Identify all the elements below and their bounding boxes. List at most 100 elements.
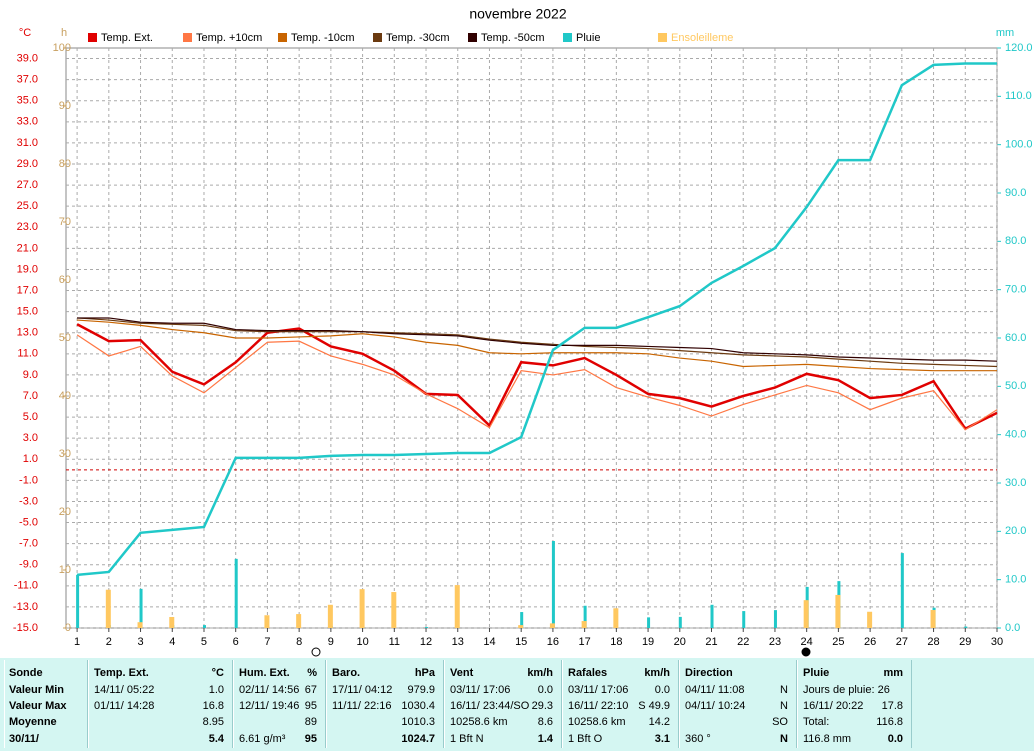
legend-label: Ensoleilleme xyxy=(671,32,733,44)
y-tick-label: 7.0 xyxy=(23,390,38,402)
cell-text: 360 ° xyxy=(685,733,711,745)
sunshine-bar xyxy=(613,608,619,628)
unit: °C xyxy=(211,667,224,679)
cell-value: SO xyxy=(772,716,788,728)
y-tick-label: 31.0 xyxy=(17,137,38,149)
cell-text: 16/11/ 22:10 xyxy=(568,700,629,712)
legend-label: Temp. -50cm xyxy=(481,32,545,44)
legend-swatch xyxy=(88,33,97,42)
y3-axis-label: h xyxy=(61,27,67,39)
cell-text: 12/11/ 19:46 xyxy=(239,700,300,712)
x-tick-label: 15 xyxy=(515,636,527,648)
cell-text: 10258.6 km xyxy=(568,716,626,728)
y-tick-label: 25.0 xyxy=(17,200,38,212)
sunshine-bar xyxy=(835,594,841,628)
legend-swatch xyxy=(373,33,382,42)
cell-text: 1 Bft N xyxy=(450,733,484,745)
sunshine-bar xyxy=(391,592,397,628)
cell-value: 1024.7 xyxy=(401,733,435,745)
x-tick-label: 13 xyxy=(452,636,464,648)
cell-text: 17/11/ 04:12 xyxy=(332,684,393,696)
legend-label: Temp. +10cm xyxy=(196,32,262,44)
x-tick-label: 9 xyxy=(328,636,334,648)
cell-value: 29.3 xyxy=(531,700,553,712)
y3-tick-label: 100 xyxy=(53,42,71,54)
row-label: 30/11/ xyxy=(9,733,39,745)
x-tick-label: 14 xyxy=(483,636,495,648)
cell-text: 16/11/ 20:22 xyxy=(803,700,864,712)
y2-tick-label: 90.0 xyxy=(1005,187,1026,199)
y-tick-label: 23.0 xyxy=(17,221,38,233)
series-line xyxy=(76,323,998,431)
cell-text: Jours de pluie: 26 xyxy=(803,684,890,696)
y-tick-label: -9.0 xyxy=(19,559,38,571)
y2-tick-label: 0.0 xyxy=(1005,622,1020,634)
cell-value: 17.8 xyxy=(881,700,903,712)
y2-tick-label: 40.0 xyxy=(1005,429,1026,441)
cell-text: 1 Bft O xyxy=(568,733,603,745)
x-tick-label: 6 xyxy=(233,636,239,648)
x-tick-label: 29 xyxy=(959,636,971,648)
y-tick-label: 19.0 xyxy=(17,263,38,275)
cell-value: 14.2 xyxy=(648,716,670,728)
header: Hum. Ext. xyxy=(239,667,290,679)
y-tick-label: 29.0 xyxy=(17,158,38,170)
y2-tick-label: 100.0 xyxy=(1005,139,1033,151)
cell-value: 0.0 xyxy=(654,684,670,696)
y2-axis-label: mm xyxy=(996,27,1014,39)
x-tick-label: 11 xyxy=(389,636,400,648)
sunshine-bar xyxy=(296,614,302,628)
legend-swatch xyxy=(658,33,667,42)
cell-text: 16/11/ 23:44/SO xyxy=(450,700,530,712)
y2-tick-label: 120.0 xyxy=(1005,42,1033,54)
series-line xyxy=(76,62,997,577)
y3-tick-label: 0 xyxy=(65,622,71,634)
x-tick-label: 1 xyxy=(74,636,80,648)
cell-value: 1.0 xyxy=(208,684,224,696)
cell-value: 0.0 xyxy=(887,733,903,745)
x-tick-label: 18 xyxy=(610,636,622,648)
sunshine-bar xyxy=(867,611,873,628)
y2-tick-label: 70.0 xyxy=(1005,284,1026,296)
cell-text: 03/11/ 17:06 xyxy=(568,684,629,696)
legend-label: Temp. Ext. xyxy=(101,32,153,44)
x-tick-label: 30 xyxy=(991,636,1003,648)
cell-value: 89 xyxy=(304,716,317,728)
header: Vent xyxy=(450,667,474,679)
cell-value: 0.0 xyxy=(537,684,553,696)
x-tick-label: 27 xyxy=(896,636,908,648)
x-tick-label: 16 xyxy=(547,636,559,648)
sunshine-bar xyxy=(169,616,175,628)
y2-tick-label: 20.0 xyxy=(1005,525,1026,537)
cell-text: 11/11/ 22:16 xyxy=(332,700,392,712)
row-label: Valeur Min xyxy=(9,684,65,696)
x-tick-label: 28 xyxy=(927,636,939,648)
cell-value: 979.9 xyxy=(407,684,435,696)
y2-tick-label: 60.0 xyxy=(1005,332,1026,344)
cell-value: N xyxy=(780,684,788,696)
sunshine-bar xyxy=(327,604,333,628)
y2-tick-label: 50.0 xyxy=(1005,380,1026,392)
x-tick-label: 10 xyxy=(356,636,368,648)
cell-text: 14/11/ 05:22 xyxy=(94,684,155,696)
unit: km/h xyxy=(527,667,553,679)
unit: mm xyxy=(883,667,903,679)
y-tick-label: 3.0 xyxy=(23,432,38,444)
sunshine-bar xyxy=(518,625,524,628)
header: Pluie xyxy=(803,667,830,679)
y-tick-label: 35.0 xyxy=(17,95,38,107)
y-tick-label: -11.0 xyxy=(14,580,38,592)
cell-text: 6.61 g/m³ xyxy=(239,733,286,745)
sunshine-bar xyxy=(581,621,587,628)
plot-frame xyxy=(65,47,998,629)
y2-tick-label: 30.0 xyxy=(1005,477,1026,489)
y-tick-label: 17.0 xyxy=(17,284,38,296)
y-tick-label: 5.0 xyxy=(23,411,38,423)
cell-value: 8.95 xyxy=(202,716,224,728)
y-tick-label: -5.0 xyxy=(19,516,38,528)
legend-swatch xyxy=(278,33,287,42)
y-tick-label: 15.0 xyxy=(17,306,38,318)
unit: hPa xyxy=(414,667,435,679)
rain-bar xyxy=(647,617,651,628)
